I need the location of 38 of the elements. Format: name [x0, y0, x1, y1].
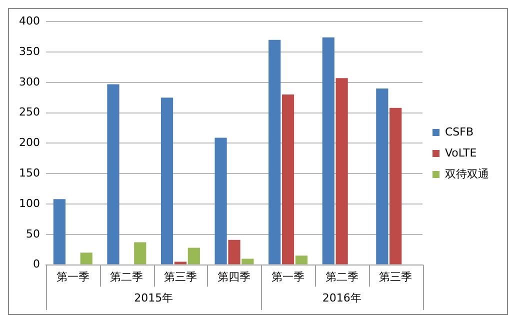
- bar: [376, 88, 388, 264]
- bar: [322, 37, 334, 264]
- x-tick-label: 第四季: [218, 270, 251, 284]
- legend-label: CSFB: [445, 125, 474, 138]
- bar: [242, 258, 254, 264]
- bar: [268, 40, 281, 264]
- y-tick-label: 0: [32, 258, 40, 271]
- y-tick-label: 150: [18, 166, 40, 180]
- bar: [282, 94, 294, 264]
- y-tick-label: 200: [18, 136, 40, 150]
- y-tick-label: 300: [18, 75, 40, 88]
- bar: [295, 256, 308, 264]
- text: 2016年: [322, 292, 362, 305]
- bar: [53, 199, 66, 264]
- bar: [134, 242, 146, 264]
- bar: [188, 248, 200, 264]
- y-tick-label: 400: [18, 14, 40, 28]
- bar: [80, 252, 92, 264]
- text: 2015年: [134, 292, 174, 305]
- bar: [214, 138, 227, 264]
- y-tick-label: 250: [18, 106, 40, 119]
- y-tick-label: 50: [26, 227, 40, 240]
- legend-label: 双待双通: [445, 167, 489, 180]
- bar: [336, 78, 348, 264]
- x-tick-label: 第二季: [325, 270, 358, 284]
- bar: [174, 262, 187, 264]
- y-tick-label: 100: [18, 196, 40, 210]
- x-tick-label: 第三季: [379, 270, 412, 284]
- x-tick-label: 第三季: [164, 270, 197, 284]
- y-tick-label: 350: [18, 44, 40, 58]
- x-tick-label: 第二季: [110, 270, 144, 284]
- x-tick-label: 第一季: [56, 270, 90, 284]
- x-tick-label: 第一季: [272, 270, 305, 284]
- legend-label: VoLTE: [445, 146, 477, 160]
- bar: [390, 108, 402, 264]
- bar: [160, 98, 174, 264]
- bar: [228, 240, 240, 264]
- bar: [107, 84, 120, 264]
